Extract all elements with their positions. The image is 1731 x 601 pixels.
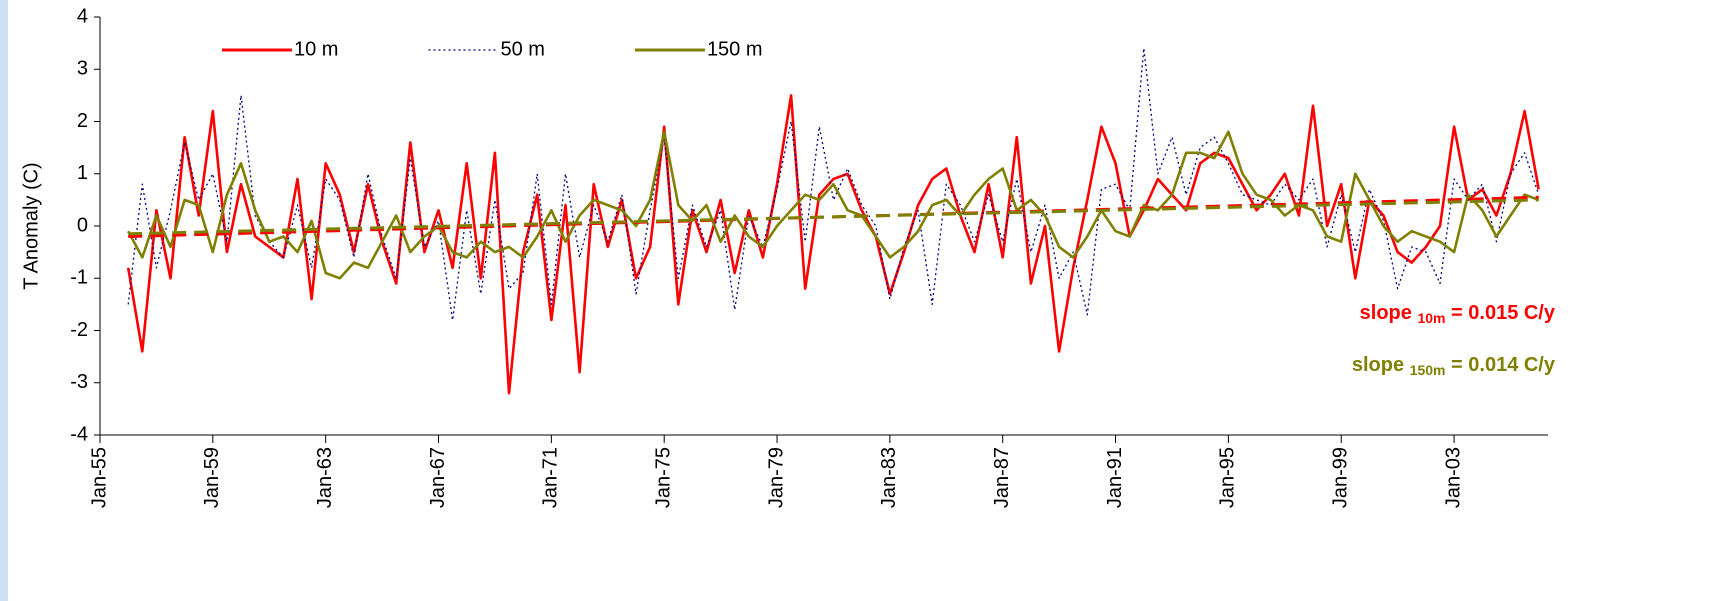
y-tick-label: 3 [77,58,88,80]
annotation-suffix: = 0.014 C/y [1445,354,1555,376]
x-tick-label: Jan-67 [427,447,449,508]
y-tick-label: -4 [70,423,88,445]
annotation-text: slope [1360,302,1418,324]
x-tick-label: Jan-79 [765,447,787,508]
legend-label: 150 m [707,38,763,60]
slope-annotation: slope 150m = 0.014 C/y [1352,354,1556,377]
y-axis-label: T Anomaly (C) [20,162,42,289]
x-tick-label: Jan-71 [540,447,562,508]
y-tick-label: 2 [77,110,88,132]
x-tick-label: Jan-63 [314,447,336,508]
annotation-subscript: 150m [1410,362,1446,378]
annotation-text: slope [1352,354,1410,376]
trend-line [128,198,1539,236]
x-tick-label: Jan-99 [1330,447,1352,508]
x-tick-label: Jan-03 [1442,447,1464,508]
x-tick-label: Jan-95 [1217,447,1239,508]
side-strip [0,0,8,601]
x-tick-label: Jan-87 [991,447,1013,508]
y-tick-label: -3 [70,371,88,393]
y-tick-label: 1 [77,162,88,184]
y-tick-label: 0 [77,214,88,236]
annotation-suffix: = 0.015 C/y [1445,302,1555,324]
series-line [126,94,1540,395]
x-tick-label: Jan-91 [1104,447,1126,508]
x-tick-label: Jan-75 [652,447,674,508]
annotation-subscript: 10m [1417,310,1445,326]
y-tick-label: 4 [77,5,88,27]
x-tick-label: Jan-55 [88,447,110,508]
y-tick-label: -1 [70,267,88,289]
x-tick-label: Jan-59 [201,447,223,508]
y-tick-label: -2 [70,319,88,341]
slope-annotation: slope 10m = 0.015 C/y [1360,302,1556,325]
x-tick-label: Jan-83 [878,447,900,508]
legend-label: 50 m [500,38,544,60]
series-line [127,47,1540,321]
legend-label: 10 m [294,38,338,60]
